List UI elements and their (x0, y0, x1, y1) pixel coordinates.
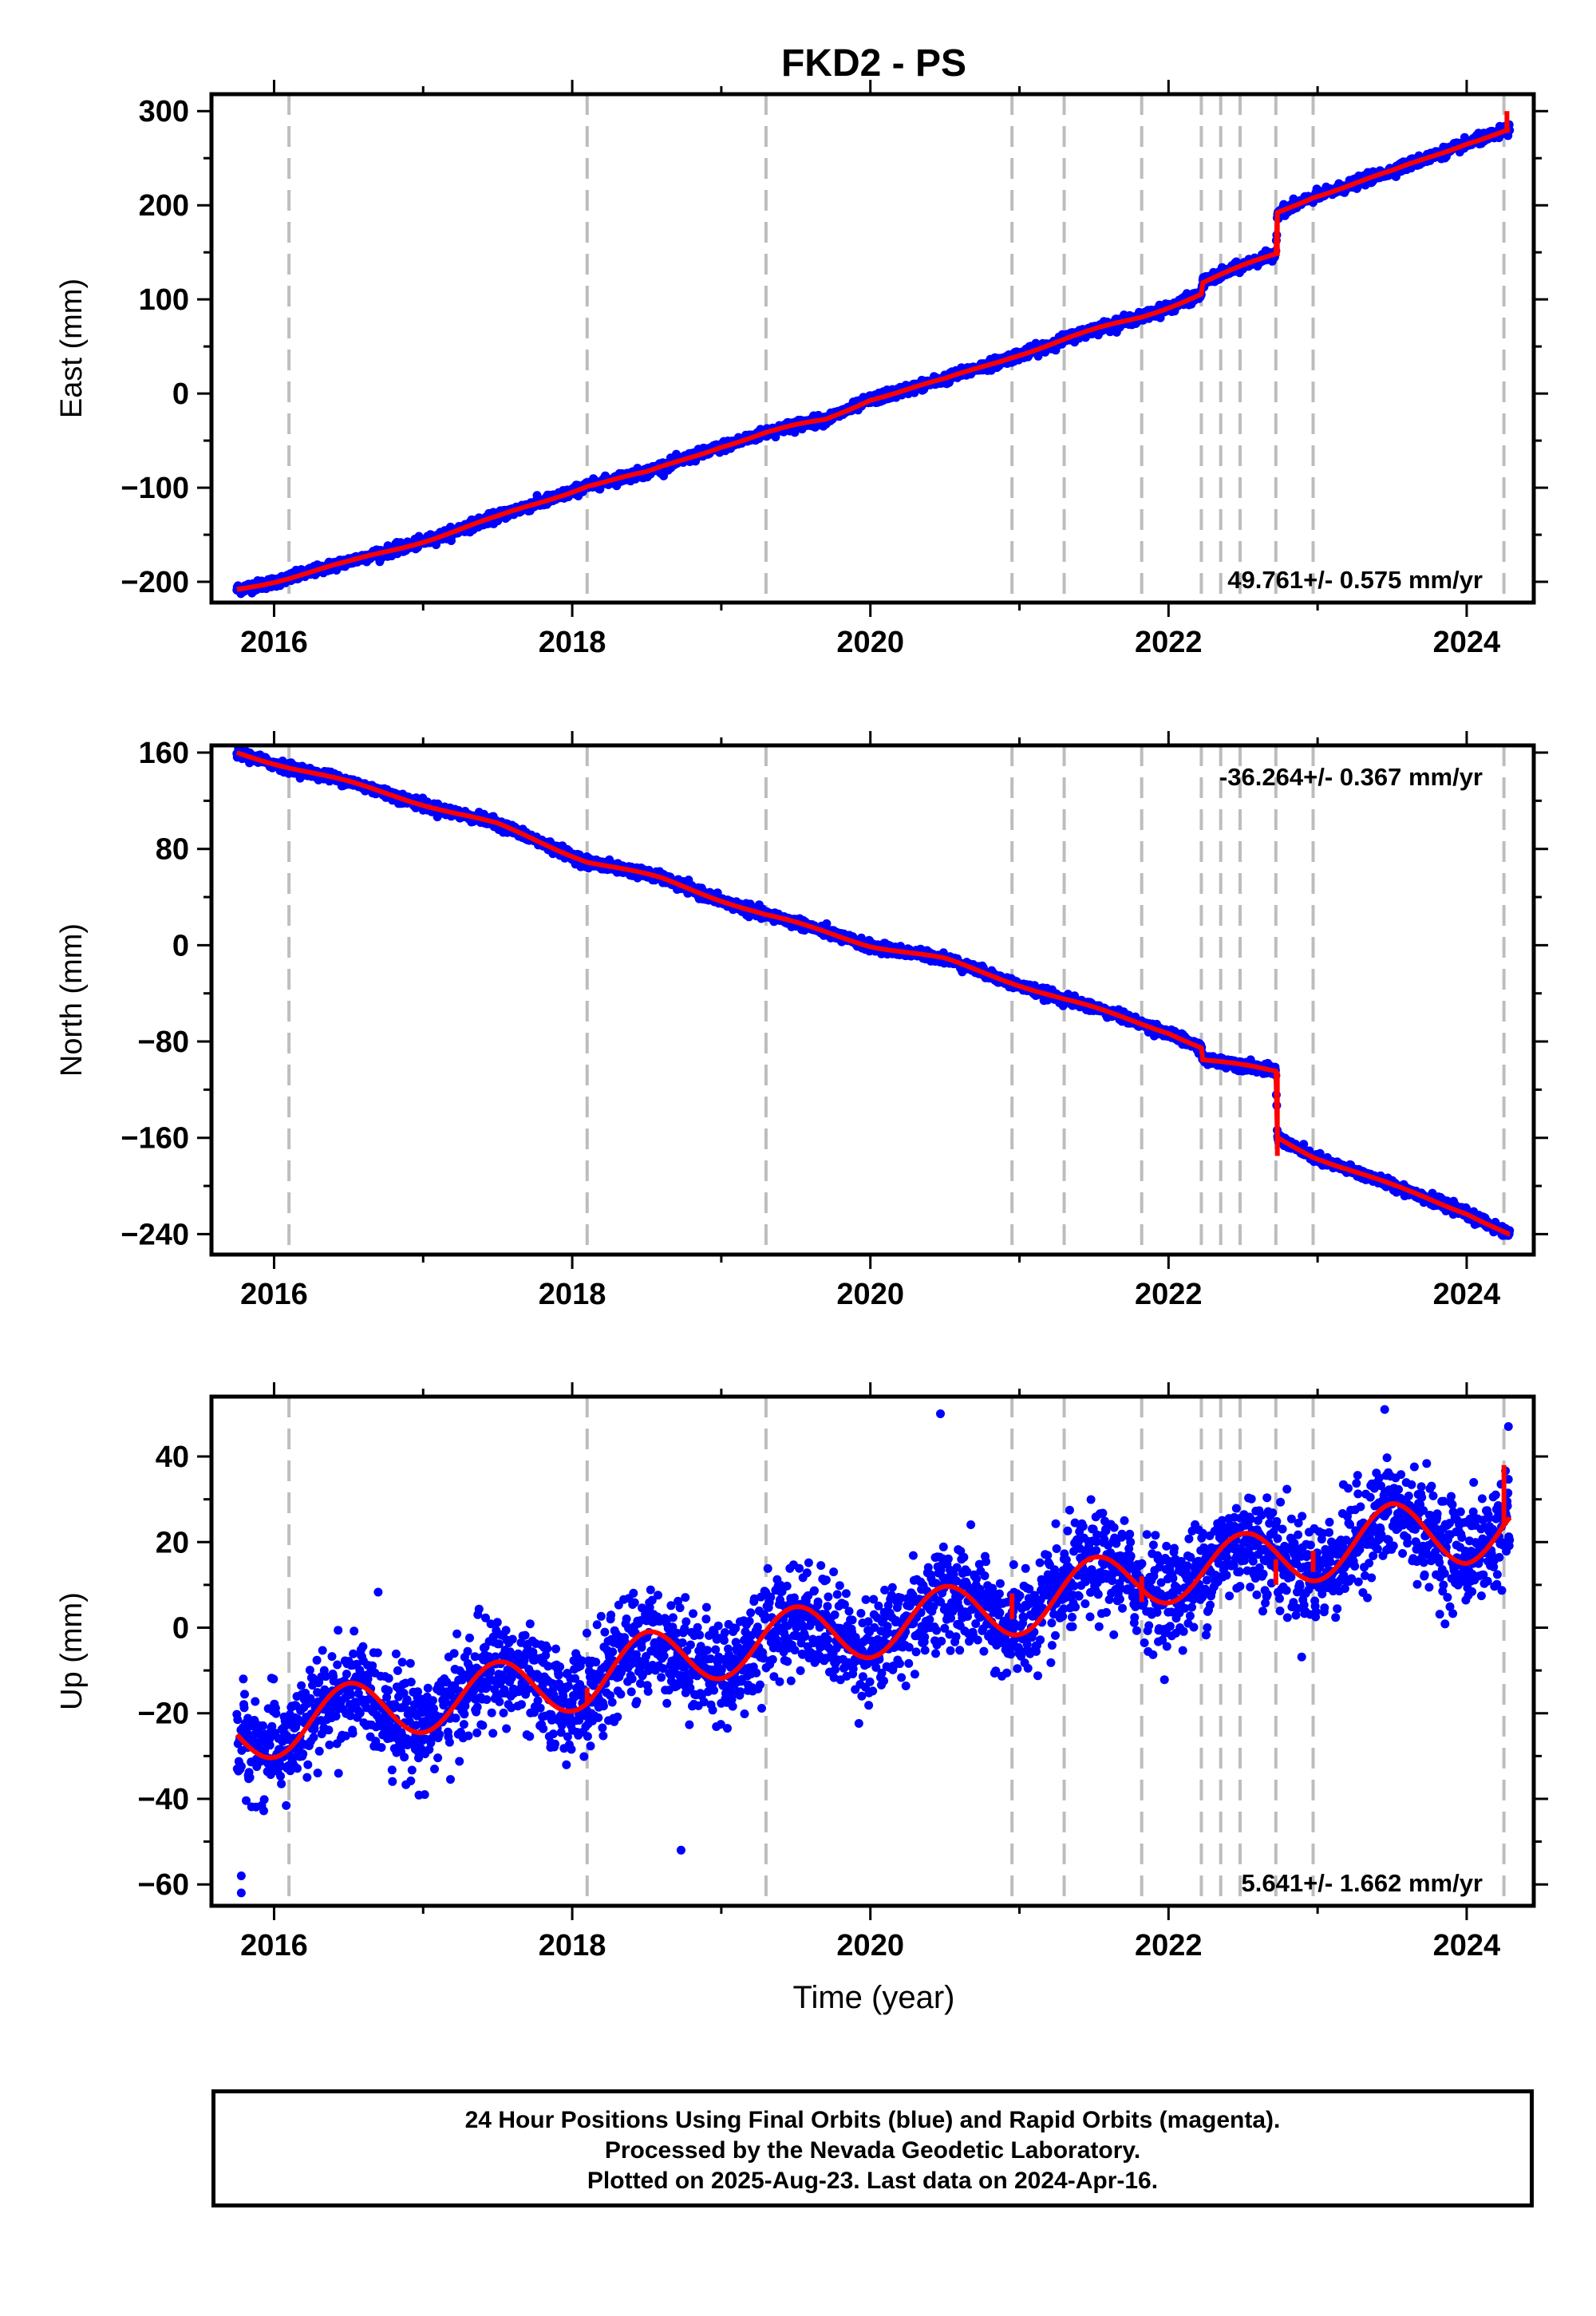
panel-2: 2016 2018 2020 2022 2024−240−160−80080160Nor… (55, 731, 1548, 1311)
y-tick-label: 300 (139, 95, 189, 128)
x-tick-label: 2016 (240, 626, 308, 659)
x-tick-label: 2020 (836, 626, 904, 659)
y-tick-label: 200 (139, 189, 189, 223)
panels: 2016 2018 2020 2022 2024 −200 −100 0 100 200 300 Ea… (55, 80, 1548, 1962)
y-tick-label: −200 (120, 566, 189, 599)
y-tick-label: 100 (139, 283, 189, 317)
panel-1: 2016 2018 2020 2022 2024 −200 −100 0 100 200 300 Ea… (55, 80, 1548, 659)
model-fit-line (236, 127, 1511, 592)
y-tick-label: −100 (120, 472, 189, 505)
plot-area (232, 745, 1515, 1255)
x-tick-label: 2018 (539, 626, 606, 659)
x-tick-label: 2022 (1135, 626, 1203, 659)
observations (232, 120, 1515, 599)
observation-point (790, 428, 800, 437)
panel-frame (209, 92, 1536, 605)
plot-area (232, 94, 1515, 603)
velocity-rate-label: 49.761+/- 0.575 mm/yr (1227, 566, 1483, 594)
y-axis-label: East (mm) (55, 279, 89, 418)
chart-title: FKD2 - PS (781, 42, 966, 85)
y-tick-label: 0 (172, 377, 189, 411)
observations (232, 745, 1515, 1240)
x-tick-label: 2024 (1433, 626, 1501, 659)
